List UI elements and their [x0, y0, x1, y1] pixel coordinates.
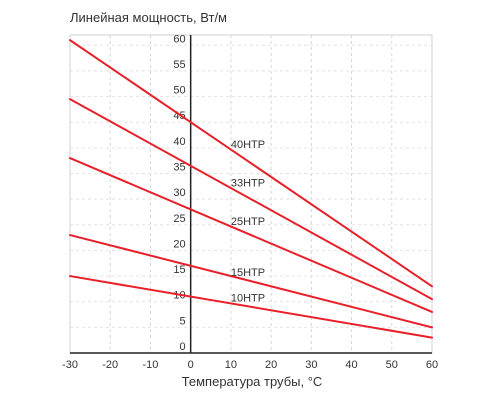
y-tick-label: 55 — [173, 59, 185, 71]
y-tick-label: 35 — [173, 161, 185, 173]
grid — [70, 35, 432, 353]
x-tick-label: -20 — [102, 359, 118, 371]
y-tick-label: 30 — [173, 187, 185, 199]
x-tick-labels: -30 -20 -10 0 10 20 30 40 50 60 — [62, 359, 438, 371]
x-tick-label: 20 — [265, 359, 277, 371]
x-tick-label: 0 — [188, 359, 194, 371]
y-tick-label: 10 — [173, 290, 185, 302]
y-tick-label: 5 — [180, 315, 186, 327]
y-tick-label: 0 — [180, 341, 186, 353]
x-tick-label: 40 — [345, 359, 357, 371]
x-tick-label: 30 — [305, 359, 317, 371]
series-lines — [69, 39, 433, 339]
y-axis-title: Линейная мощность, Вт/м — [70, 10, 227, 25]
y-tick-label: 20 — [173, 238, 185, 250]
series-line-15НТР — [69, 234, 433, 329]
y-tick-label: 15 — [173, 264, 185, 276]
series-line-40НТР — [69, 39, 433, 288]
x-tick-label: 60 — [426, 359, 438, 371]
x-tick-label: -30 — [62, 359, 78, 371]
series-label: 10НТР — [231, 293, 265, 305]
series-labels: 40НТР 33НТР 25НТР 15НТР 10НТР — [231, 139, 265, 305]
series-line-10НТР — [69, 275, 433, 339]
y-tick-label: 60 — [173, 33, 185, 45]
series-label: 25НТР — [231, 216, 265, 228]
x-tick-label: -10 — [142, 359, 158, 371]
series-label: 33НТР — [231, 177, 265, 189]
series-line-33НТР — [69, 98, 433, 301]
series-line-25НТР — [69, 157, 433, 313]
y-tick-label: 50 — [173, 85, 185, 97]
y-tick-label: 40 — [173, 136, 185, 148]
plot-frame — [69, 34, 433, 354]
x-axis-title: Температура трубы, °C — [182, 374, 323, 389]
x-tick-label: 10 — [225, 359, 237, 371]
y-tick-label: 25 — [173, 213, 185, 225]
series-label: 40НТР — [231, 139, 265, 151]
series-label: 15НТР — [231, 267, 265, 279]
x-tick-label: 50 — [386, 359, 398, 371]
